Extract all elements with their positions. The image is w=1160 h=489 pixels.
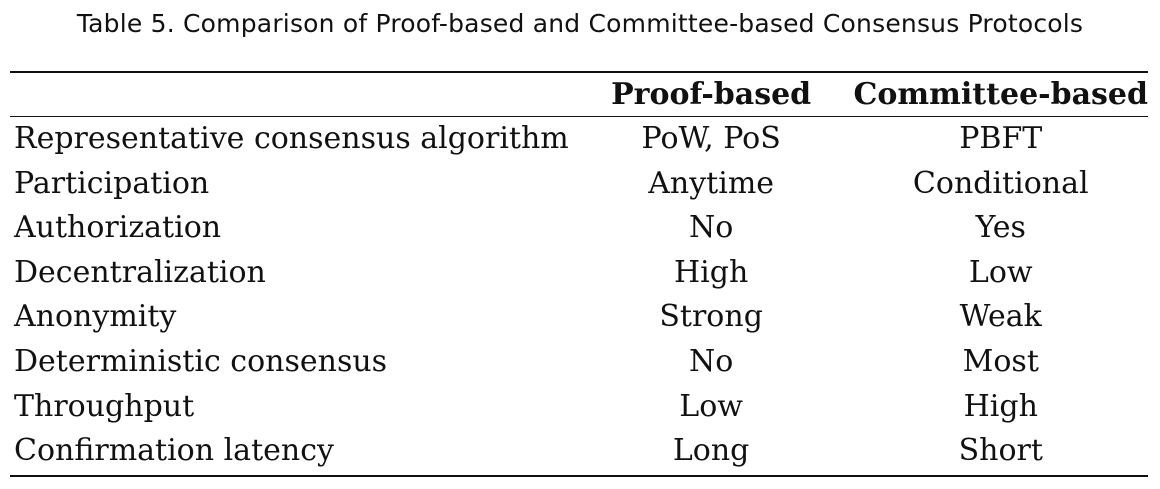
committee-based-cell: Most: [962, 343, 1039, 379]
table-row: Throughput Low High: [10, 385, 1148, 430]
committee-based-cell: Conditional: [912, 165, 1089, 201]
proof-based-cell: Long: [672, 433, 750, 469]
proof-based-cell: Strong: [659, 299, 763, 335]
row-label: Participation: [14, 165, 210, 201]
header-empty-cell: [10, 74, 569, 116]
table-row: Anonymity Strong Weak: [10, 295, 1148, 340]
row-label: Authorization: [14, 210, 222, 246]
committee-based-cell: PBFT: [959, 121, 1043, 156]
committee-based-cell: Short: [958, 433, 1043, 469]
header-row: Proof-based Committee-based: [10, 74, 1148, 116]
header-proof-based: Proof-based: [611, 77, 812, 112]
proof-based-cell: No: [688, 210, 734, 246]
proof-based-cell: Low: [679, 388, 743, 424]
header-rule: [10, 116, 1148, 117]
table-top-rule: [10, 71, 1148, 73]
header-separator-row: [10, 116, 1148, 117]
table-row: Deterministic consensus No Most: [10, 340, 1148, 385]
table-row: Representative consensus algorithm PoW, …: [10, 117, 1148, 162]
proof-based-cell: No: [688, 343, 734, 379]
table-caption: Table 5. Comparison of Proof-based and C…: [76, 9, 1084, 38]
comparison-table: Proof-based Committee-based Representati…: [10, 74, 1148, 474]
row-label: Throughput: [14, 388, 195, 424]
table-bottom-rule: [10, 475, 1148, 477]
table-row: Confirmation latency Long Short: [10, 429, 1148, 474]
table-row: Authorization No Yes: [10, 206, 1148, 251]
proof-based-cell: PoW, PoS: [641, 121, 781, 156]
table-row: Decentralization High Low: [10, 251, 1148, 296]
committee-based-cell: Yes: [975, 210, 1026, 246]
row-label: Deterministic consensus: [14, 343, 388, 379]
committee-based-cell: Weak: [959, 299, 1042, 335]
committee-based-cell: Low: [968, 254, 1033, 290]
proof-based-cell: Anytime: [648, 165, 775, 201]
row-label: Representative consensus algorithm: [14, 121, 569, 156]
row-label: Decentralization: [14, 254, 266, 290]
table-row: Participation Anytime Conditional: [10, 162, 1148, 207]
proof-based-cell: High: [673, 254, 749, 290]
row-label: Confirmation latency: [14, 433, 334, 469]
header-committee-based: Committee-based: [853, 77, 1148, 112]
committee-based-cell: High: [963, 388, 1038, 424]
row-label: Anonymity: [14, 299, 177, 335]
